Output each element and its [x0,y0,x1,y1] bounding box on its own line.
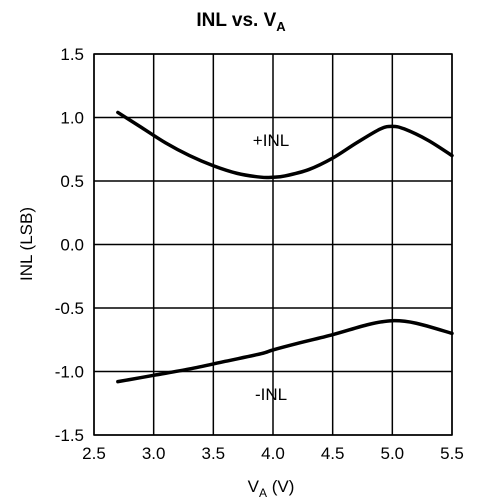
series-line-pos-inl [116,110,454,180]
y-tick-label: -1.0 [55,363,84,382]
series-layer [116,110,454,384]
y-tick-label: 0.0 [60,236,84,255]
x-tick-label: 4.0 [261,444,285,463]
x-tick-labels: 2.5 3.0 3.5 4.0 4.5 5.0 5.5 [82,444,464,463]
x-tick-label: 5.0 [381,444,405,463]
y-tick-label: -0.5 [55,299,84,318]
chart-title-main: INL vs. V [196,10,276,31]
x-tick-label: 2.5 [82,444,106,463]
series-label-neg-inl: -INL [255,385,287,404]
y-tick-label: 1.5 [60,45,84,64]
series-label-pos-inl: +INL [253,131,289,150]
y-tick-label: 0.5 [60,172,84,191]
chart-title: INL vs. VA [196,10,286,34]
x-tick-label: 5.5 [440,444,464,463]
y-tick-labels: 1.5 1.0 0.5 0.0 -0.5 -1.0 -1.5 [55,45,84,445]
y-tick-label: -1.5 [55,426,84,445]
chart-title-sub: A [276,19,286,34]
x-tick-label: 3.5 [202,444,226,463]
x-tick-label: 3.0 [142,444,166,463]
y-tick-label: 1.0 [60,109,84,128]
x-axis-label-main: V [248,477,260,496]
y-axis-label: INL (LSB) [17,207,36,281]
x-axis-label: VA (V) [248,477,295,500]
x-axis-label-sub: A [259,486,267,500]
series-line-neg-inl [116,318,454,384]
x-axis-label-unit: (V) [267,477,294,496]
plot-frame [93,53,453,436]
x-tick-label: 4.5 [321,444,345,463]
